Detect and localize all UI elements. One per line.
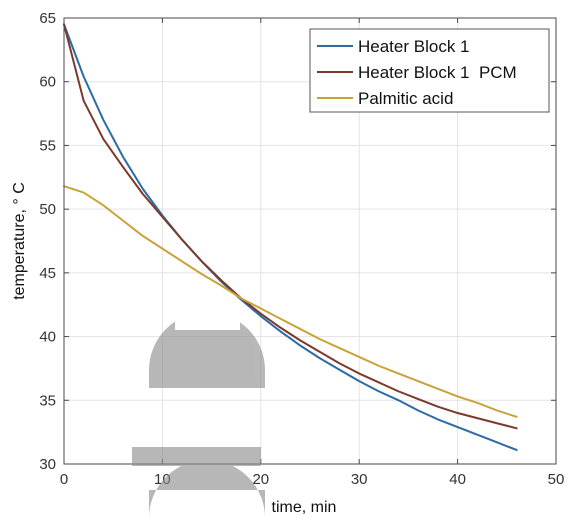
axes-frame (63, 17, 557, 465)
legend-label-heater-block-1-pcm: Heater Block 1 PCM (358, 63, 517, 82)
x-tick-label-5: 50 (548, 471, 565, 488)
series-line-0 (63, 23, 518, 451)
y-tick-label-4: 50 (39, 201, 56, 218)
legend-label-palmitic-acid: Palmitic acid (358, 89, 453, 108)
x-tick-label-0: 0 (60, 471, 68, 488)
gray-overlay-arc-top (149, 312, 265, 388)
x-tick-label-2: 20 (252, 471, 269, 488)
series-lines (63, 23, 518, 451)
y-tick-label-1: 35 (39, 392, 56, 409)
gray-overlay-bar (132, 447, 261, 466)
legend-label-heater-block-1: Heater Block 1 (358, 37, 470, 56)
legend: Heater Block 1 Heater Block 1 PCM Palmit… (309, 28, 550, 113)
gray-overlay-arc-bottom (149, 460, 265, 518)
gray-overlay-shapes (132, 293, 265, 518)
y-axis-label: temperature, ° C (11, 182, 28, 300)
y-tick-label-0: 30 (39, 456, 56, 473)
y-tick-label-5: 55 (39, 137, 56, 154)
gray-overlay-e-shape (175, 293, 240, 330)
y-tick-label-3: 45 (39, 265, 56, 282)
x-tick-label-4: 40 (449, 471, 466, 488)
y-tick-label-7: 65 (39, 10, 56, 27)
series-line-1 (63, 23, 518, 430)
axis-labels: time, min temperature, ° C (11, 182, 336, 516)
axes (63, 17, 557, 465)
x-tick-label-3: 30 (351, 471, 368, 488)
y-tick-label-6: 60 (39, 74, 56, 91)
y-tick-label-2: 40 (39, 329, 56, 346)
x-axis-label: time, min (272, 499, 337, 516)
series-line-2 (63, 185, 518, 418)
